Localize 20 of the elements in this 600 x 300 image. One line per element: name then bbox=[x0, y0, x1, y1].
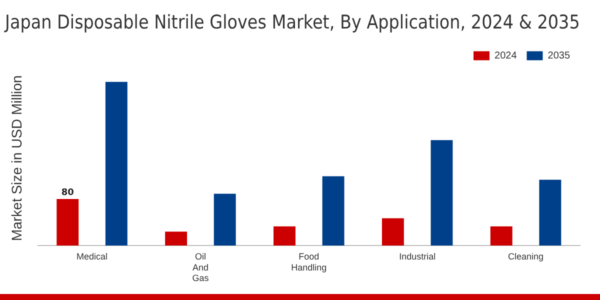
bar bbox=[539, 180, 562, 246]
bar bbox=[214, 194, 236, 246]
x-tick-label: Industrial bbox=[399, 251, 436, 262]
bar bbox=[382, 218, 404, 246]
bar bbox=[165, 232, 188, 246]
bar bbox=[322, 176, 344, 246]
data-label: 80 bbox=[61, 188, 74, 198]
bar bbox=[56, 198, 79, 246]
legend-label: 2035 bbox=[548, 50, 570, 62]
x-tick-label: Medical bbox=[76, 251, 108, 262]
chart-title: Japan Disposable Nitrile Gloves Market, By Application, 2024 & 2035 bbox=[4, 11, 580, 34]
bar bbox=[274, 226, 296, 246]
x-tick-label: Oil And Gas bbox=[192, 251, 210, 284]
x-tick-label: Cleaning bbox=[508, 251, 544, 262]
legend-label: 2024 bbox=[494, 50, 518, 62]
bar bbox=[430, 140, 453, 246]
bar bbox=[105, 82, 128, 246]
bar bbox=[490, 226, 512, 246]
y-axis-title: Market Size in USD Million bbox=[8, 75, 24, 242]
x-tick-label: Food Handling bbox=[291, 251, 327, 272]
